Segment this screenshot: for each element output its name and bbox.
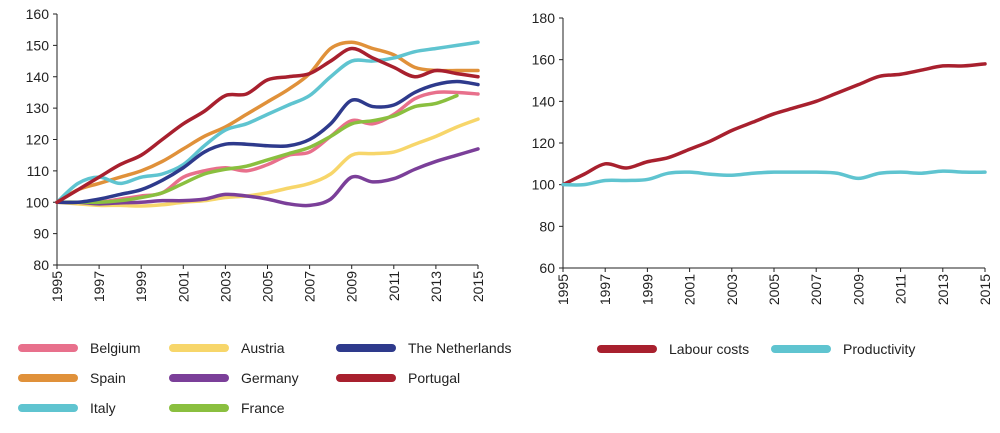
right-y-tick-label: 160: [532, 52, 556, 68]
series-line-austria: [55, 117, 480, 208]
left-y-tick-label: 90: [33, 226, 49, 242]
left-x-tick-label: 2011: [386, 271, 402, 301]
left-x-tick-label: 2005: [260, 271, 276, 302]
chart-labour-costs-by-country: 80 90 100 110 120 130 140 150 160 1995 1997 1999 200…: [26, 6, 486, 302]
right-y-tick-label: 120: [532, 135, 556, 151]
legend-label-italy: Italy: [90, 400, 116, 416]
right-x-tick-label: 2005: [766, 274, 782, 305]
series-line-germany: [55, 147, 480, 208]
series-line-spain: [55, 40, 480, 204]
legend-item-austria: Austria: [169, 340, 285, 356]
legend-item-france: France: [169, 400, 285, 416]
right-x-tick-label: 2013: [935, 274, 951, 305]
left-x-tick-label: 2013: [428, 271, 444, 302]
legend-label-productivity: Productivity: [843, 341, 915, 357]
right-x-tick-label: 2015: [977, 274, 993, 305]
right-x-tick-label: 1997: [597, 274, 613, 305]
left-x-tick-label: 2007: [302, 271, 318, 302]
series-line-france: [55, 93, 459, 205]
legend-item-labour-costs: Labour costs: [597, 341, 749, 357]
right-x-tick-label: 1995: [555, 274, 571, 305]
left-y-tick-label: 140: [26, 69, 50, 85]
legend-label-belgium: Belgium: [90, 340, 141, 356]
legend-label-germany: Germany: [241, 370, 299, 386]
legend-label-france: France: [241, 400, 285, 416]
left-y-tick-label: 130: [26, 100, 50, 116]
left-x-tick-label: 2001: [175, 271, 191, 302]
legend-item-portugal: Portugal: [336, 370, 460, 386]
left-y-tick-label: 160: [26, 6, 50, 22]
series-line-portugal: [55, 46, 480, 204]
legend-label-austria: Austria: [241, 340, 285, 356]
legend-item-germany: Germany: [169, 370, 299, 386]
left-y-tick-label: 150: [26, 37, 50, 53]
chart-labour-costs-vs-productivity: 60 80 100 120 140 160 180 1995 1997 1999 2001 2003 2…: [532, 10, 993, 305]
legend-item-belgium: Belgium: [18, 340, 141, 356]
series-line-labour-costs: [561, 62, 987, 187]
right-x-tick-label: 2001: [682, 274, 698, 305]
legend-item-italy: Italy: [18, 400, 116, 416]
right-x-tick-label: 2009: [850, 274, 866, 305]
left-y-tick-label: 100: [26, 194, 50, 210]
left-x-tick-label: 2003: [217, 271, 233, 302]
left-y-tick-label: 120: [26, 132, 50, 148]
legend-item-productivity: Productivity: [771, 341, 915, 357]
legend-item-the-netherlands: The Netherlands: [336, 340, 512, 356]
left-x-tick-label: 1999: [133, 271, 149, 302]
right-x-tick-label: 2007: [808, 274, 824, 305]
right-x-tick-label: 1999: [639, 274, 655, 305]
right-y-tick-label: 100: [532, 177, 556, 193]
series-line-productivity: [561, 169, 987, 187]
right-y-tick-label: 80: [539, 218, 555, 234]
legend-label-spain: Spain: [90, 370, 126, 386]
right-x-tick-label: 2011: [893, 274, 909, 304]
left-x-tick-label: 1997: [91, 271, 107, 302]
legend-countries: Belgium Spain Italy Austria Germany France The…: [18, 340, 512, 416]
legend-item-spain: Spain: [18, 370, 126, 386]
left-y-tick-label: 110: [27, 163, 50, 179]
left-x-tick-label: 1995: [49, 271, 65, 302]
left-y-tick-label: 80: [33, 257, 49, 273]
legend-label-labour-costs: Labour costs: [669, 341, 749, 357]
left-x-tick-label: 2009: [344, 271, 360, 302]
left-x-tick-label: 2015: [470, 271, 486, 302]
legend-labour-productivity: Labour costs Productivity: [597, 341, 915, 357]
right-y-tick-label: 140: [532, 93, 556, 109]
right-y-tick-label: 180: [532, 10, 556, 26]
right-x-tick-label: 2003: [724, 274, 740, 305]
right-y-tick-label: 60: [539, 260, 555, 276]
legend-label-portugal: Portugal: [408, 370, 460, 386]
series-line-the-netherlands: [55, 79, 480, 205]
series-line-italy: [55, 40, 480, 204]
legend-label-the-netherlands: The Netherlands: [408, 340, 512, 356]
